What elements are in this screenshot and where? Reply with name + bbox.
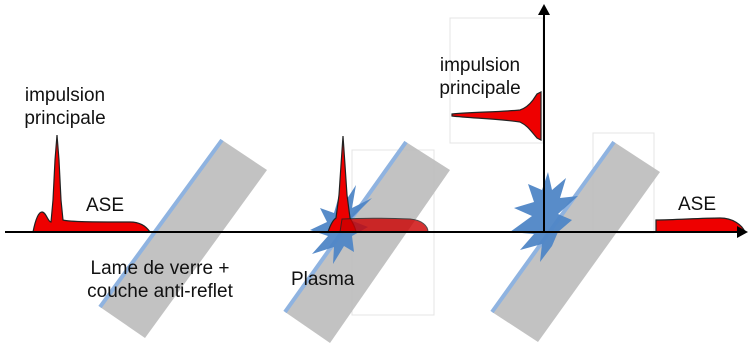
glass-plate-body [492, 142, 660, 342]
ase-label-left: ASE [86, 195, 125, 216]
glass-plate-1 [98, 138, 267, 338]
main-pulse-label-line1: impulsion [24, 85, 106, 106]
reflected-pulse-label-line1: impulsion [439, 55, 521, 76]
propagation-axis-arrow-icon [737, 226, 748, 238]
glass-plate-3 [490, 140, 660, 342]
reflected-pulse-label-line2: principale [439, 78, 521, 99]
transmitted-ase-middle [339, 217, 429, 233]
reflection-axis-arrow-icon [538, 4, 550, 15]
reflected-pulse-label: impulsion principale [425, 54, 535, 100]
glass-plate-2 [283, 140, 450, 343]
incident-pulse-left [32, 134, 152, 233]
glass-plate-body [100, 140, 267, 338]
glass-plate-label-line2: couche anti-reflet [87, 281, 233, 302]
reflected-pulse [451, 91, 542, 141]
main-pulse-label: impulsion principale [10, 84, 120, 130]
main-pulse-label-line2: principale [24, 108, 106, 129]
glass-plate-body [285, 142, 450, 343]
ase-label-right: ASE [678, 194, 717, 215]
transmitted-ase-right [655, 217, 746, 233]
anti-reflection-coating [98, 138, 224, 309]
plasma-label: Plasma [291, 269, 355, 290]
glass-plate-label: Lame de verre + couche anti-reflet [60, 257, 260, 303]
glass-plate-label-line1: Lame de verre + [90, 258, 230, 279]
